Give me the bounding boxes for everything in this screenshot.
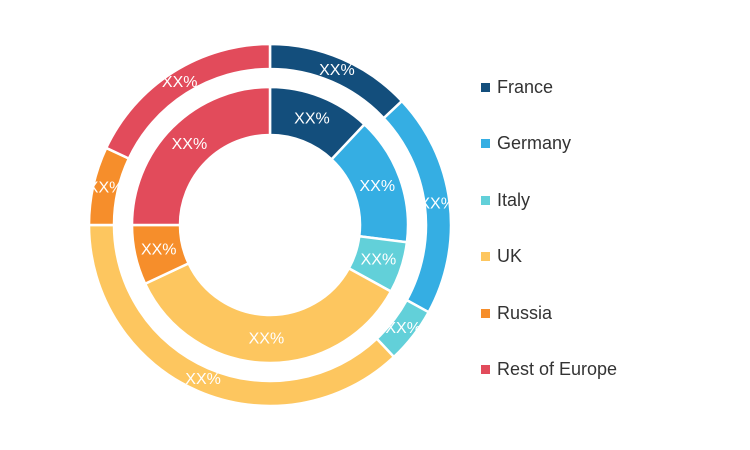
legend-swatch: [481, 139, 490, 149]
inner-label-russia: XX%: [141, 241, 177, 258]
legend-label: Rest of Europe: [497, 359, 618, 380]
outer-ring: [87, 42, 453, 408]
inner-slice-uk: [143, 262, 393, 365]
outer-label-rest-of-europe: XX%: [162, 74, 198, 91]
inner-label-italy: XX%: [361, 252, 397, 269]
legend-label: Russia: [497, 302, 553, 323]
legend-label: France: [497, 76, 554, 97]
inner-label-rest-of-europe: XX%: [172, 136, 208, 153]
legend: France Germany Italy UK Russia Rest of E…: [481, 73, 721, 413]
legend-item-france: France: [481, 73, 721, 101]
legend-swatch: [481, 252, 490, 262]
legend-item-russia: Russia: [481, 299, 721, 327]
outer-label-uk: XX%: [185, 371, 221, 388]
inner-ring: [130, 85, 410, 365]
legend-item-italy: Italy: [481, 186, 721, 214]
outer-slice-rest-of-europe: [104, 42, 272, 160]
legend-label: UK: [497, 246, 523, 267]
legend-swatch: [481, 365, 490, 375]
outer-label-france: XX%: [319, 62, 355, 79]
outer-label-germany: XX%: [419, 195, 455, 212]
segment-labels: XX% XX% XX% XX% XX% XX% XX% XX% XX% XX% XX% XX%: [88, 62, 455, 388]
legend-item-germany: Germany: [481, 130, 721, 158]
outer-label-italy: XX%: [385, 320, 421, 337]
legend-item-uk: UK: [481, 243, 721, 271]
legend-label: Germany: [497, 133, 572, 154]
inner-label-uk: XX%: [249, 330, 285, 347]
legend-swatch: [481, 82, 490, 92]
inner-label-germany: XX%: [359, 178, 395, 195]
inner-slice-rest-of-europe: [130, 85, 272, 227]
legend-item-rest-of-europe: Rest of Europe: [481, 356, 721, 384]
inner-label-france: XX%: [294, 111, 330, 128]
legend-label: Italy: [497, 189, 531, 210]
legend-swatch: [481, 308, 490, 318]
outer-label-russia: XX%: [88, 180, 124, 197]
legend-swatch: [481, 195, 490, 205]
